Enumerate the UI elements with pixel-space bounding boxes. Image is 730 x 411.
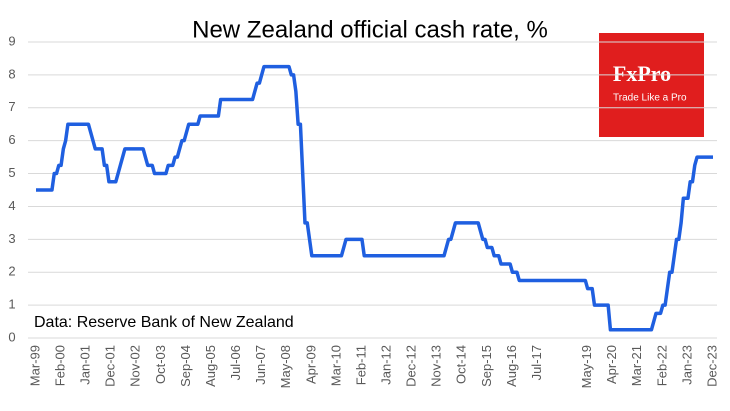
x-tick-label: Mar-10 xyxy=(328,345,343,386)
y-tick-label: 9 xyxy=(8,33,15,48)
x-tick-label: Nov-13 xyxy=(429,345,444,387)
x-tick-label: Feb-22 xyxy=(654,345,669,386)
y-tick-label: 0 xyxy=(8,329,15,344)
x-tick-label: Feb-00 xyxy=(53,345,68,386)
source-note: Data: Reserve Bank of New Zealand xyxy=(34,314,294,331)
x-tick-label: Aug-16 xyxy=(504,345,519,387)
y-tick-label: 1 xyxy=(8,297,15,312)
x-tick-label: May-08 xyxy=(278,345,293,388)
x-tick-label: Oct-03 xyxy=(153,345,168,384)
x-tick-label: Nov-02 xyxy=(128,345,143,387)
y-tick-label: 5 xyxy=(8,165,15,180)
logo-brand: FxPro xyxy=(613,61,671,86)
x-tick-label: Dec-01 xyxy=(103,345,118,387)
x-tick-label: Dec-12 xyxy=(404,345,419,387)
y-tick-label: 6 xyxy=(8,132,15,147)
x-tick-label: Jan-01 xyxy=(78,345,93,385)
logo-box xyxy=(599,33,704,137)
x-tick-label: Jun-07 xyxy=(253,345,268,385)
x-tick-label: Apr-20 xyxy=(604,345,619,384)
x-tick-label: Jul-17 xyxy=(529,345,544,380)
logo-tagline: Trade Like a Pro xyxy=(613,93,687,104)
chart-title: New Zealand official cash rate, % xyxy=(192,16,548,43)
x-tick-label: Jan-23 xyxy=(679,345,694,385)
x-tick-label: Apr-09 xyxy=(303,345,318,384)
y-tick-label: 3 xyxy=(8,231,15,246)
rate-line xyxy=(36,64,713,332)
x-tick-label: Feb-11 xyxy=(353,345,368,385)
x-tick-label: Mar-99 xyxy=(27,345,42,386)
y-tick-label: 2 xyxy=(8,264,15,279)
x-tick-label: Mar-21 xyxy=(629,345,644,386)
x-tick-label: Aug-05 xyxy=(203,345,218,387)
x-tick-label: Sep-15 xyxy=(479,345,494,387)
y-tick-label: 7 xyxy=(8,99,15,114)
x-tick-label: Jul-06 xyxy=(228,345,243,380)
x-tick-label: Dec-23 xyxy=(704,345,719,387)
x-tick-label: May-19 xyxy=(579,345,594,388)
y-tick-label: 4 xyxy=(8,198,15,213)
x-tick-label: Jan-12 xyxy=(378,345,393,385)
x-tick-label: Sep-04 xyxy=(178,345,193,387)
y-tick-label: 8 xyxy=(8,66,15,81)
x-tick-label: Oct-14 xyxy=(454,345,469,384)
